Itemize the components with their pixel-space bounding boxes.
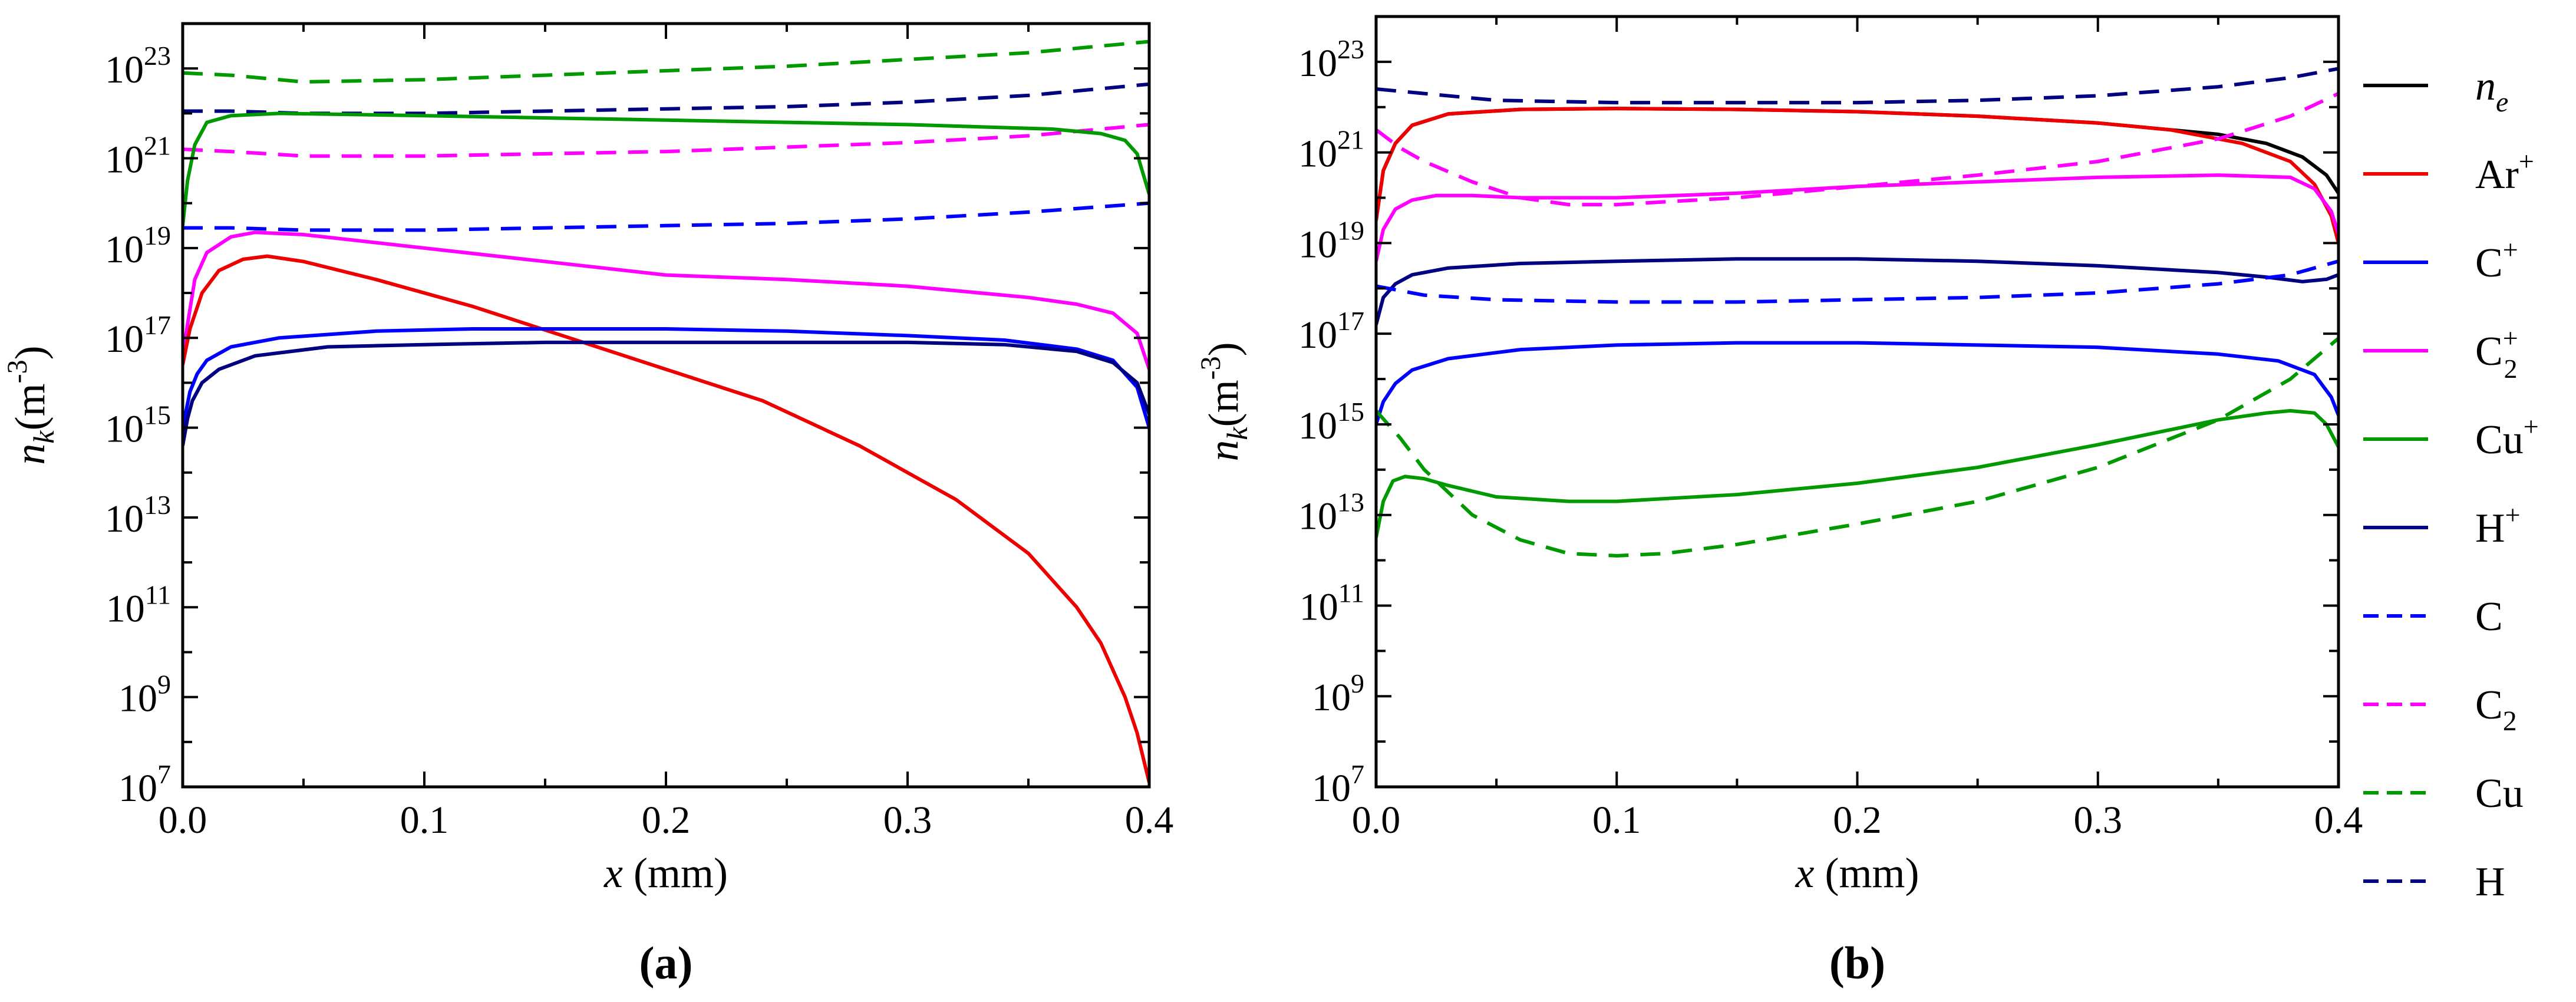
x-tick-label: 0.1	[1592, 799, 1641, 842]
series-ar-solid-line	[183, 254, 1149, 783]
y-tick-label: 109	[1312, 668, 1364, 719]
series-c-dashed-line	[1376, 259, 2338, 304]
y-axis-label: nk(m-3)	[2, 345, 60, 464]
panel-label: (a)	[639, 937, 693, 988]
series-h-solid-line	[1376, 257, 2338, 325]
series-cu-dashed-line	[183, 39, 1149, 84]
series-c2-dashed-line	[1376, 91, 2338, 207]
tick-marks	[1375, 15, 2340, 788]
y-tick-label: 1015	[1298, 397, 1364, 447]
legend-label: Cu+	[2475, 411, 2539, 463]
y-tick-label: 1023	[1298, 34, 1364, 85]
series-c2-solid-line	[183, 230, 1149, 370]
legend-item-h-plus: H+	[2363, 500, 2521, 551]
series-ne-solid-line	[1376, 107, 2338, 221]
y-tick-label: 1013	[105, 490, 171, 540]
legend-item-c2-plus: C+ 2	[2363, 323, 2518, 384]
y-tick-label: 1019	[1298, 215, 1364, 266]
legend-label: C+	[2475, 235, 2518, 286]
legend-label: C2	[2475, 683, 2517, 737]
y-tick-label: 107	[118, 759, 171, 810]
series-cu-solid-line	[183, 111, 1149, 226]
panel-label: (b)	[1829, 937, 1885, 988]
x-tick-label: 0.4	[1125, 799, 1174, 842]
legend-label: Cu	[2475, 771, 2524, 816]
y-tick-label: 1017	[1298, 306, 1364, 357]
series-h-solid-line	[183, 340, 1149, 446]
series-c2-dashed-line	[183, 123, 1149, 158]
x-tick-label: 0.2	[642, 799, 691, 842]
y-tick-label: 1019	[105, 220, 171, 271]
series-c-dashed-line	[183, 201, 1149, 232]
legend-label: H+	[2475, 500, 2521, 551]
legend-label: C+ 2	[2475, 323, 2518, 384]
legend-label: Ar+	[2475, 146, 2534, 197]
y-tick-label: 1017	[105, 310, 171, 361]
x-tick-label: 0.0	[159, 799, 207, 842]
legend-item-c-plus: C+	[2363, 235, 2518, 286]
series-h-dashed-line	[1376, 67, 2338, 105]
x-tick-label: 0.3	[2074, 799, 2123, 842]
y-tick-label: 1011	[1299, 578, 1364, 628]
series-cu-solid-line	[1376, 408, 2338, 538]
x-tick-label: 0.2	[1833, 799, 1882, 842]
x-tick-label: 0.0	[1352, 799, 1401, 842]
x-tick-label: 0.4	[2314, 799, 2363, 842]
series-c-solid-line	[183, 327, 1149, 429]
y-tick-label: 1021	[105, 131, 171, 182]
panel-a: 0.0 0.1 0.2 0.3 0.4 107 109 1011 1013 1015 1017 101…	[2, 22, 1174, 988]
legend-item-ne: ne	[2363, 64, 2508, 118]
y-tick-label: 1013	[1298, 487, 1364, 538]
legend-item-ar-plus: Ar+	[2363, 146, 2534, 197]
x-tick-label: 0.3	[883, 799, 932, 842]
legend-item-cu-plus: Cu+	[2363, 411, 2539, 463]
legend-label: C	[2475, 594, 2503, 640]
x-axis-label: x (mm)	[1795, 849, 1919, 896]
legend-item-c-dashed: C	[2363, 594, 2503, 640]
legend-item-cu-dashed: Cu	[2363, 771, 2524, 816]
series-group	[183, 39, 1149, 783]
series-c2-solid-line	[1376, 173, 2338, 262]
y-tick-label: 1011	[106, 579, 171, 630]
tick-marks	[182, 22, 1150, 788]
y-tick-label: 1021	[1298, 125, 1364, 176]
y-tick-label: 1015	[105, 400, 171, 451]
y-tick-label: 107	[1312, 759, 1364, 810]
series-ar-solid-line	[1376, 107, 2338, 244]
legend-item-h-dashed: H	[2363, 859, 2505, 905]
y-tick-label: 1023	[105, 41, 171, 91]
legend-item-c2-dashed: C2	[2363, 683, 2517, 737]
legend: ne Ar+ C+ C+ 2 Cu+ H+ C C2 Cu H	[2363, 64, 2539, 905]
series-group	[1376, 67, 2338, 558]
series-c-solid-line	[1376, 341, 2338, 425]
series-h-dashed-line	[183, 82, 1149, 116]
y-tick-label: 109	[118, 670, 171, 720]
x-axis-label: x (mm)	[603, 849, 728, 896]
series-cu-dashed-line	[1376, 337, 2338, 558]
y-axis-label: nk(m-3)	[1195, 342, 1254, 461]
panel-b: 0.0 0.1 0.2 0.3 0.4 107 109 1011 1013 1015 1017 101…	[1195, 15, 2363, 988]
x-tick-label: 0.1	[400, 799, 449, 842]
legend-label: H	[2475, 859, 2505, 905]
legend-label: ne	[2475, 64, 2508, 118]
plot-frame	[181, 22, 1151, 789]
